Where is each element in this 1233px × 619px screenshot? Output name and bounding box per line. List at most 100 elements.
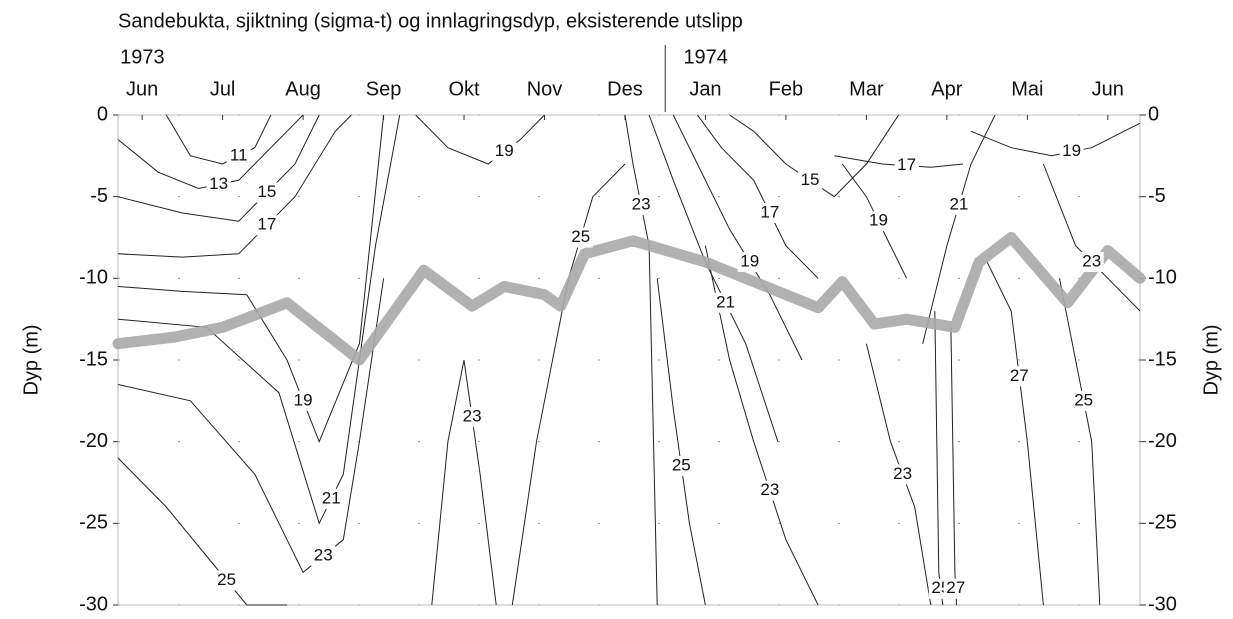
contour-label: 23 <box>632 194 651 213</box>
contour-line <box>704 245 819 606</box>
y-tick-label: -30 <box>79 593 108 615</box>
contour-label-bg <box>254 215 279 236</box>
contour-label: 13 <box>209 174 228 193</box>
contour-label-bg <box>1059 141 1084 162</box>
contour-label-bg <box>460 407 485 428</box>
contour-label: 23 <box>1082 251 1101 270</box>
contour-label-bg <box>291 390 316 411</box>
contour-label-bg <box>492 141 517 162</box>
y2-tick-label: -30 <box>1148 593 1177 615</box>
contour-label: 21 <box>716 292 735 311</box>
year-label: 1974 <box>683 46 728 68</box>
contour-label: 11 <box>230 145 248 164</box>
x-tick-label: Sep <box>366 78 402 100</box>
y2-tick-label: -25 <box>1148 512 1177 534</box>
contour-line <box>672 114 803 361</box>
contour-line <box>934 310 944 606</box>
contour-label-bg <box>946 194 971 215</box>
contour-label: 17 <box>760 202 779 221</box>
contour-line <box>117 278 385 574</box>
contour-label-bg <box>254 182 279 203</box>
contour-label: 27 <box>946 578 965 597</box>
contour-label: 15 <box>257 182 276 201</box>
x-tick-label: Mar <box>849 78 884 100</box>
contour-label-bg <box>206 174 231 195</box>
x-tick-label: Jun <box>126 78 158 100</box>
contour-label-bg <box>669 456 694 477</box>
contour-label: 21 <box>322 488 341 507</box>
y-tick-label: -15 <box>79 348 108 370</box>
contour-label: 25 <box>217 570 236 589</box>
contour-label: 23 <box>463 407 482 426</box>
y2-tick-label: -5 <box>1148 185 1166 207</box>
y2-axis-label: Dyp (m) <box>1200 324 1222 395</box>
contour-line <box>511 163 626 606</box>
y-tick-label: -5 <box>90 185 108 207</box>
contour-label: 19 <box>294 390 313 409</box>
contour-label-bg <box>943 578 968 599</box>
chart-title: Sandebukta, sjiktning (sigma-t) og innla… <box>118 10 743 32</box>
contour-line <box>117 114 320 222</box>
contour-label-bg <box>629 194 654 215</box>
contour-label-bg <box>798 170 823 191</box>
x-tick-label: Okt <box>448 78 480 100</box>
contour-label-bg <box>311 546 336 566</box>
contour-label: 19 <box>869 211 888 230</box>
year-label: 1973 <box>120 46 164 68</box>
contour-label: 17 <box>897 155 916 174</box>
contour-label-bg <box>737 252 762 272</box>
x-tick-label: Apr <box>931 78 962 100</box>
contour-line <box>656 278 706 606</box>
contour-line <box>431 359 497 606</box>
y-tick-label: -10 <box>79 267 108 289</box>
contour-line <box>986 261 1044 606</box>
contour-label: 25 <box>672 456 691 475</box>
contour-label-bg <box>226 145 251 166</box>
contour-label-bg <box>214 570 239 591</box>
contour-label: 19 <box>495 141 514 160</box>
contour-line <box>950 327 957 606</box>
y-axis-label: Dyp (m) <box>20 324 42 395</box>
contour-label-bg <box>866 211 891 232</box>
contour-line <box>165 114 272 165</box>
contour-label: 23 <box>760 480 779 499</box>
contour-label: 27 <box>1010 366 1029 385</box>
y-tick-label: -25 <box>79 512 108 534</box>
depth-line <box>112 232 1146 366</box>
contour-label-bg <box>894 155 919 176</box>
contour-line <box>624 114 658 606</box>
x-tick-label: Mai <box>1011 78 1043 100</box>
contour-label: 15 <box>801 170 820 189</box>
x-tick-label: Des <box>607 78 643 100</box>
contour-label: 21 <box>949 194 968 213</box>
y2-tick-label: -10 <box>1148 267 1177 289</box>
contour-label: 23 <box>314 545 333 564</box>
contour-line <box>117 114 352 258</box>
x-tick-label: Jul <box>210 78 236 100</box>
contour-line <box>970 122 1141 157</box>
contour-label: 19 <box>740 251 759 270</box>
x-tick-label: Nov <box>527 78 563 100</box>
contour-label-bg <box>890 464 915 485</box>
contour-line <box>117 114 385 444</box>
contour-label: 19 <box>1062 141 1081 160</box>
contour-label-bg <box>319 488 344 509</box>
y2-tick-label: -15 <box>1148 348 1177 370</box>
y-tick-label: -20 <box>79 430 108 452</box>
x-tick-label: Aug <box>285 78 321 100</box>
contour-label-bg <box>713 292 738 313</box>
contour-label-bg <box>1079 252 1104 272</box>
contour-label: 25 <box>571 227 590 246</box>
contour-label-bg <box>757 203 782 223</box>
x-tick-label: Jan <box>689 78 721 100</box>
contour-line <box>415 114 545 165</box>
contour-label: 23 <box>893 464 912 483</box>
contour-label-bg <box>1071 390 1096 411</box>
y2-tick-label: 0 <box>1148 103 1159 125</box>
contour-line <box>117 457 287 606</box>
contour-label: 17 <box>257 215 276 234</box>
x-tick-label: Feb <box>769 78 803 100</box>
y-tick-label: 0 <box>97 103 108 125</box>
y2-tick-label: -20 <box>1148 430 1177 452</box>
